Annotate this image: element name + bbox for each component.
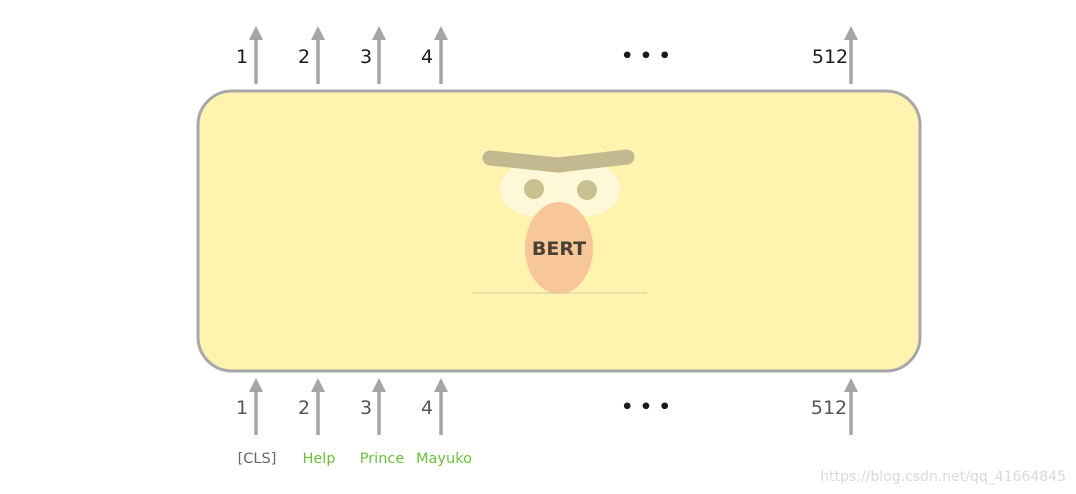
- input-token: Prince: [360, 451, 405, 467]
- input-tokens: [CLS] Help Prince Mayuko: [238, 451, 472, 467]
- arrow: [434, 378, 448, 435]
- arrow: [249, 378, 263, 435]
- output-position-label: 512: [812, 46, 848, 68]
- input-token: Help: [302, 451, 335, 467]
- right-pupil: [577, 180, 597, 200]
- arrow: [311, 378, 325, 435]
- input-ellipsis: • • •: [621, 396, 671, 418]
- input-position-label: 512: [811, 397, 847, 419]
- input-position-label: 4: [421, 397, 433, 419]
- input-position-label: 2: [298, 397, 310, 419]
- nose: [525, 202, 593, 294]
- output-position-label: 4: [421, 46, 433, 68]
- brow: [482, 149, 635, 173]
- input-position-label: 1: [236, 397, 248, 419]
- arrow: [372, 26, 386, 84]
- left-pupil: [524, 179, 544, 199]
- arrow: [372, 378, 386, 435]
- arrow: [434, 26, 448, 84]
- model-label: BERT: [532, 238, 586, 260]
- arrow: [844, 26, 858, 84]
- watermark: https://blog.csdn.net/qq_41664845: [820, 469, 1066, 485]
- output-position-label: 3: [360, 46, 372, 68]
- output-position-label: 2: [298, 46, 310, 68]
- arrow: [249, 26, 263, 84]
- bert-face: BERT: [472, 149, 647, 294]
- output-ellipsis: • • •: [621, 45, 671, 67]
- arrow: [311, 26, 325, 84]
- input-position-labels: 1 2 3 4 512: [236, 397, 847, 419]
- output-position-labels: 1 2 3 4 512: [236, 46, 848, 68]
- input-position-label: 3: [360, 397, 372, 419]
- input-arrows: [249, 378, 858, 435]
- input-token-cls: [CLS]: [238, 451, 277, 467]
- output-position-label: 1: [236, 46, 248, 68]
- arrow: [844, 378, 858, 435]
- input-token: Mayuko: [416, 451, 472, 467]
- output-arrows: [249, 26, 858, 84]
